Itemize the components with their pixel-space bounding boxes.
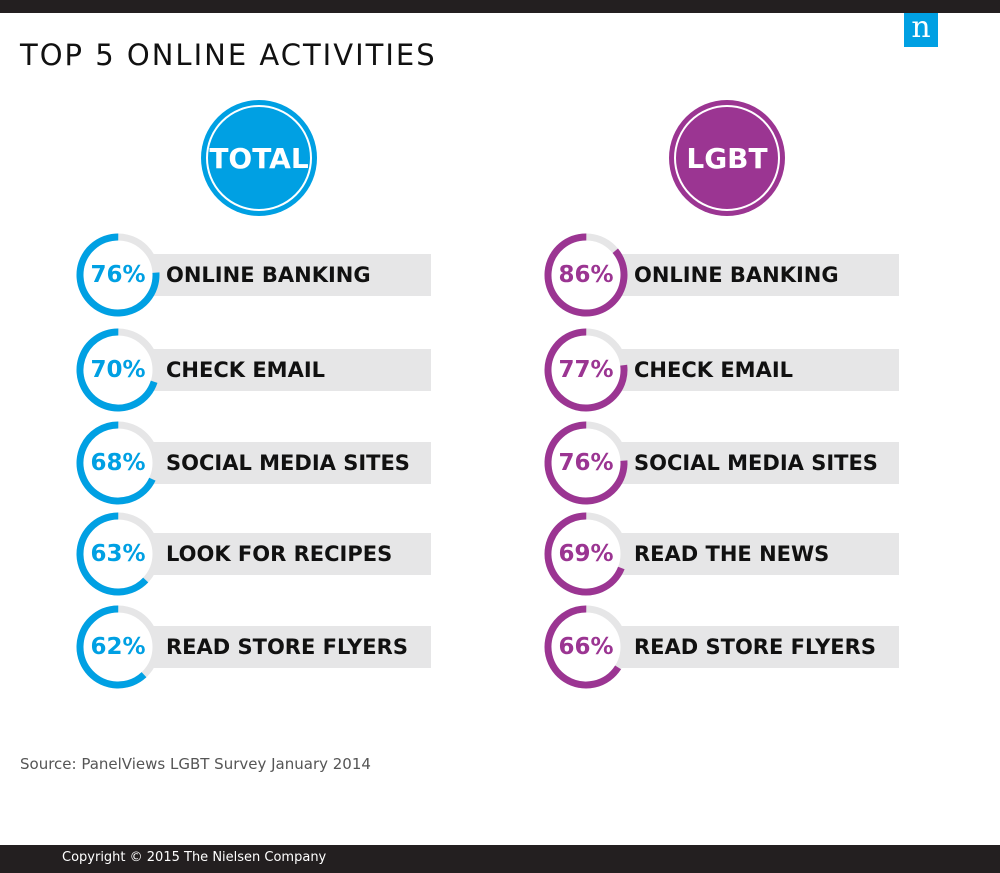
copyright-text: Copyright © 2015 The Nielsen Company xyxy=(62,850,327,865)
percent-label: 70% xyxy=(90,357,146,383)
percent-ring xyxy=(544,605,628,689)
category-label: CHECK EMAIL xyxy=(634,358,794,382)
category-bar xyxy=(618,442,899,484)
category-bar xyxy=(618,533,899,575)
lgbt-row-2: 77% CHECK EMAIL xyxy=(543,327,903,413)
ring-value-arc xyxy=(76,328,160,412)
percent-ring xyxy=(76,421,160,505)
footer-bar: Copyright © 2015 The Nielsen Company xyxy=(0,845,1000,873)
ring-value-arc xyxy=(76,421,160,505)
percent-ring xyxy=(544,328,628,412)
ring-value-arc xyxy=(76,512,160,596)
category-bar xyxy=(150,442,431,484)
ring-value-arc xyxy=(76,605,160,689)
percent-label: 62% xyxy=(90,634,146,660)
percent-label: 86% xyxy=(558,262,614,288)
category-label: READ STORE FLYERS xyxy=(634,635,876,659)
percent-label: 76% xyxy=(558,450,614,476)
ring-value-arc xyxy=(544,328,628,412)
percent-ring xyxy=(544,512,628,596)
percent-ring xyxy=(544,421,628,505)
percent-label: 63% xyxy=(90,541,146,567)
percent-label: 77% xyxy=(558,357,614,383)
percent-ring xyxy=(76,233,160,317)
category-label: ONLINE BANKING xyxy=(166,263,371,287)
category-bar xyxy=(618,626,899,668)
page-title: TOP 5 ONLINE ACTIVITIES xyxy=(20,38,437,72)
category-bar xyxy=(150,533,431,575)
percent-ring xyxy=(544,233,628,317)
category-label: ONLINE BANKING xyxy=(634,263,839,287)
lgbt-row-3: 76% SOCIAL MEDIA SITES xyxy=(543,420,903,506)
percent-label: 76% xyxy=(90,262,146,288)
category-bar xyxy=(150,254,431,296)
category-label: SOCIAL MEDIA SITES xyxy=(166,451,410,475)
total-header-badge: TOTAL xyxy=(201,100,317,216)
lgbt-row-1: 86% ONLINE BANKING xyxy=(543,232,903,318)
category-label: READ STORE FLYERS xyxy=(166,635,408,659)
percent-label: 66% xyxy=(558,634,614,660)
category-bar xyxy=(150,626,431,668)
total-row-3: 68% SOCIAL MEDIA SITES xyxy=(75,420,435,506)
category-label: SOCIAL MEDIA SITES xyxy=(634,451,878,475)
category-label: CHECK EMAIL xyxy=(166,358,326,382)
source-note: Source: PanelViews LGBT Survey January 2… xyxy=(20,755,371,773)
percent-ring xyxy=(76,605,160,689)
percent-ring xyxy=(76,328,160,412)
category-bar xyxy=(618,349,899,391)
percent-label: 68% xyxy=(90,450,146,476)
category-label: LOOK FOR RECIPES xyxy=(166,542,393,566)
total-row-5: 62% READ STORE FLYERS xyxy=(75,604,435,690)
total-row-1: 76% ONLINE BANKING xyxy=(75,232,435,318)
total-row-4: 63% LOOK FOR RECIPES xyxy=(75,511,435,597)
lgbt-row-4: 69% READ THE NEWS xyxy=(543,511,903,597)
total-row-2: 70% CHECK EMAIL xyxy=(75,327,435,413)
lgbt-header-badge: LGBT xyxy=(669,100,785,216)
category-bar xyxy=(618,254,899,296)
percent-ring xyxy=(76,512,160,596)
percent-label: 69% xyxy=(558,541,614,567)
nielsen-logo: n xyxy=(904,13,938,47)
category-bar xyxy=(150,349,431,391)
category-label: READ THE NEWS xyxy=(634,542,830,566)
lgbt-row-5: 66% READ STORE FLYERS xyxy=(543,604,903,690)
top-bar xyxy=(0,0,1000,13)
